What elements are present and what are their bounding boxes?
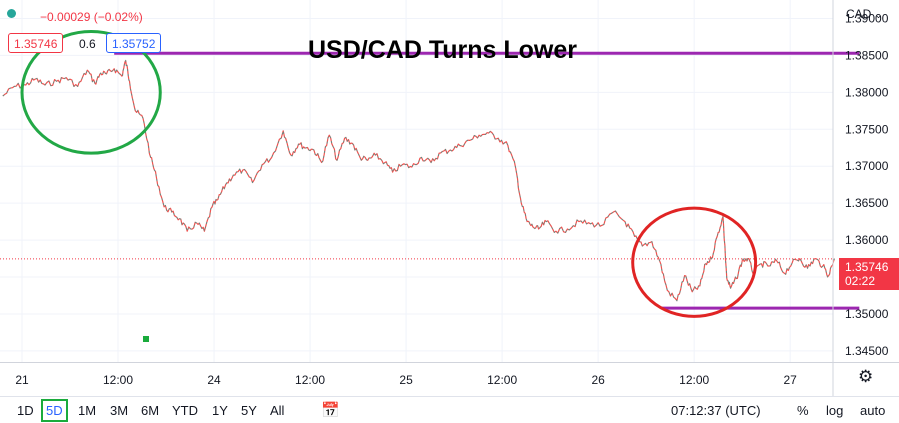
price-chart[interactable]: 1.345001.350001.355001.360001.365001.370… [0,0,899,396]
x-tick-label: 24 [207,373,221,387]
auto-scale-button[interactable]: auto [860,403,886,418]
log-scale-button[interactable]: log [826,403,844,418]
current-price-tag: 1.35746 02:22 [839,258,899,290]
y-tick-label: 1.38000 [845,85,889,99]
range-ytd-button[interactable]: YTD [172,403,198,418]
range-5d-button[interactable]: 5D [41,399,68,422]
x-tick-label: 27 [784,373,798,387]
x-tick-label: 12:00 [295,373,325,387]
calendar-range-icon[interactable]: 📅 [321,402,340,419]
y-tick-label: 1.37500 [845,122,889,136]
currency-selector[interactable]: CAD ⌄ [846,7,882,21]
range-1y-button[interactable]: 1Y [212,403,228,418]
chart-grid [0,0,833,362]
gear-icon[interactable]: ⚙ [858,367,874,386]
y-tick-label: 1.37000 [845,159,889,173]
range-all-button[interactable]: All [270,403,285,418]
y-tick-label: 1.39000 [845,11,889,25]
chart-title: USD/CAD Turns Lower [308,36,577,64]
range-1m-button[interactable]: 1M [78,403,97,418]
x-tick-label: 12:00 [487,373,517,387]
candle-countdown: 02:22 [845,274,876,288]
range-6m-button[interactable]: 6M [141,403,160,418]
currency-label: CAD [846,7,872,21]
range-5y-button[interactable]: 5Y [241,403,257,418]
ask-button[interactable]: 1.35752 [106,33,162,53]
range-1d-button[interactable]: 1D [17,403,34,418]
y-tick-label: 1.36500 [845,196,889,210]
green-marker [143,336,149,342]
price-series [2,59,835,302]
chevron-down-icon: ⌄ [874,10,883,20]
x-tick-label: 26 [591,373,605,387]
x-tick-label: 25 [399,373,413,387]
y-tick-label: 1.36000 [845,233,889,247]
annotation-circle [20,30,162,155]
y-tick-label: 1.35000 [845,307,889,321]
annotation-circles [20,30,758,342]
utc-clock[interactable]: 07:12:37 (UTC) [671,403,761,418]
price-line [2,60,835,302]
y-tick-label: 1.34500 [845,344,889,358]
spread-value: 0.6 [79,37,96,51]
x-tick-label: 12:00 [103,373,133,387]
current-price-label: 1.35746 [845,260,889,274]
status-dot-icon [7,9,16,18]
percent-scale-button[interactable]: % [797,403,809,418]
y-tick-label: 1.38500 [845,48,889,62]
price-line-up-ticks [2,59,835,302]
bottom-toolbar: 1D 5D 1M 3M 6M YTD 1Y 5Y All 📅 07:12:37 … [0,396,899,423]
price-change: −0.00029 (−0.02%) [40,10,143,24]
bid-button[interactable]: 1.35746 [8,33,64,53]
annotation-circle [631,206,758,318]
horizontal-lines[interactable] [114,51,860,310]
x-tick-label: 12:00 [679,373,709,387]
x-tick-label: 21 [15,373,29,387]
range-3m-button[interactable]: 3M [110,403,129,418]
